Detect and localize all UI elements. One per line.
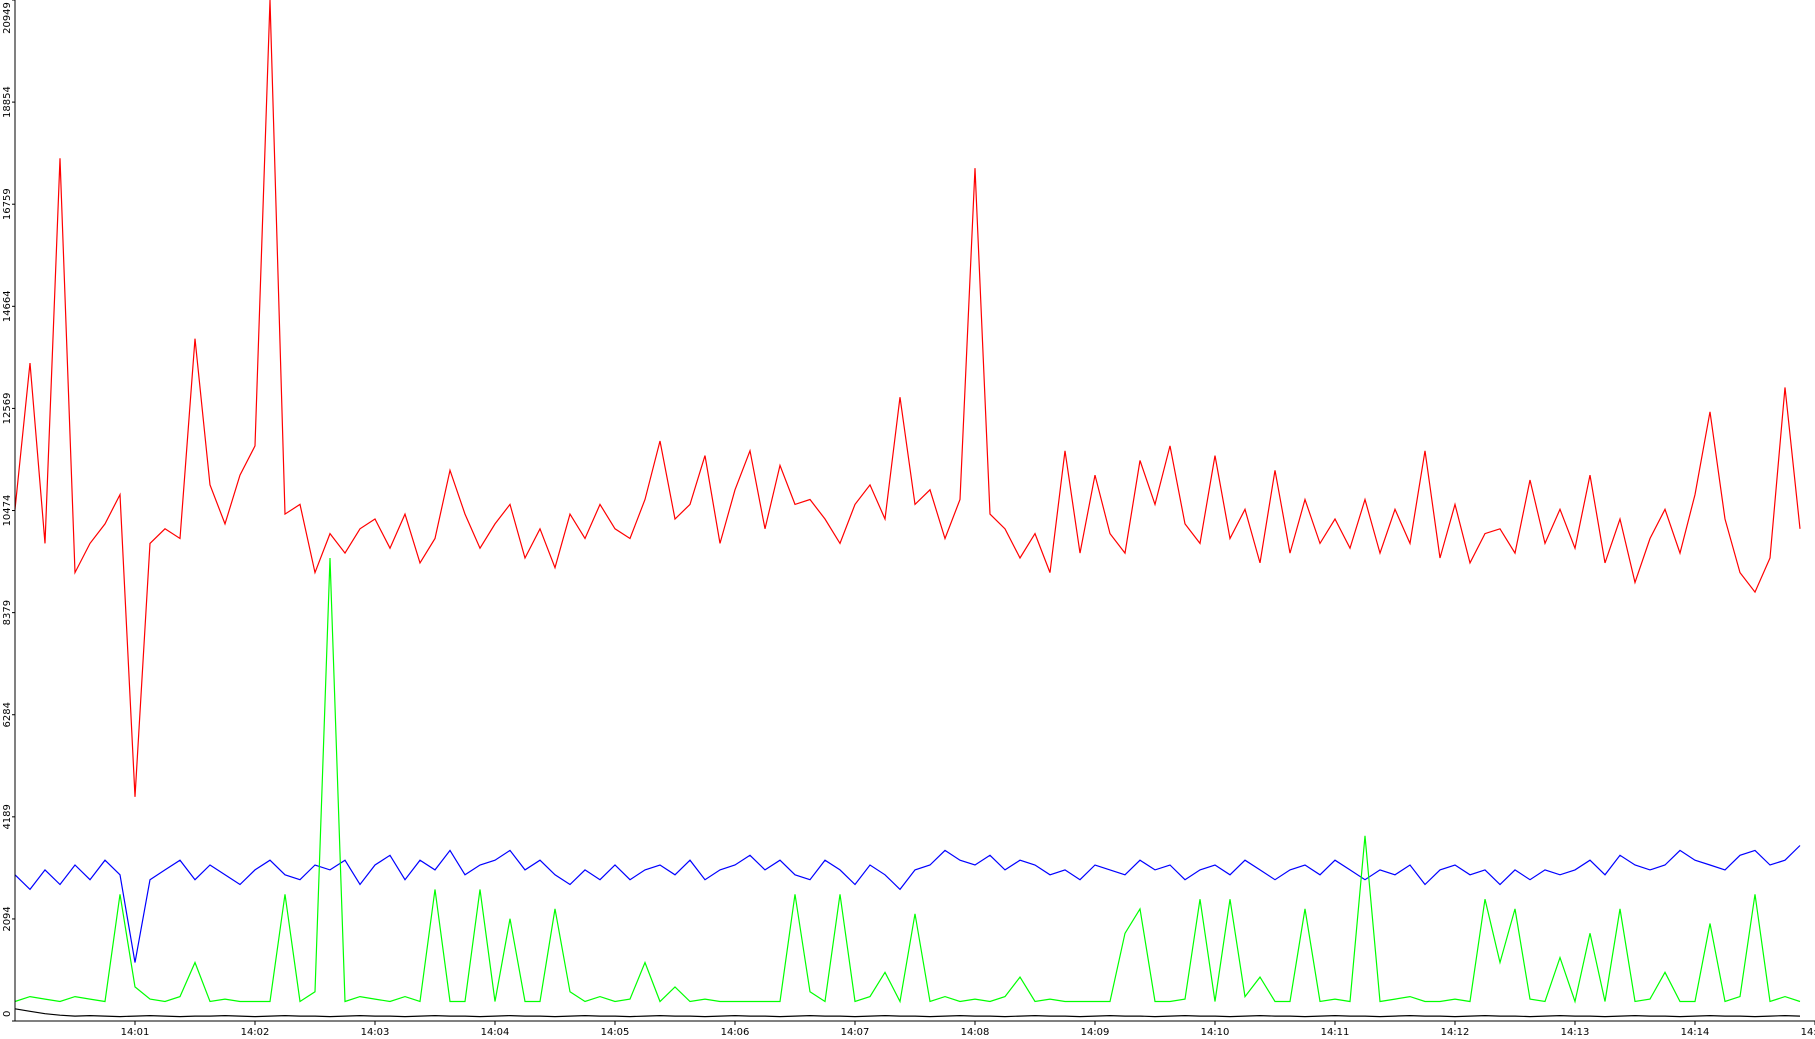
x-tick-label: 14:06	[721, 1027, 750, 1038]
y-tick-label: 18854	[2, 86, 13, 118]
x-tick-label: 14:10	[1201, 1027, 1230, 1038]
y-tick-label: 16759	[2, 188, 13, 220]
y-tick-label: 4189	[2, 804, 13, 829]
x-tick-label: 14:14	[1681, 1027, 1710, 1038]
series-line	[14, 557, 1801, 1004]
x-tick-label: 14:13	[1561, 1027, 1590, 1038]
x-tick-label: 14:03	[361, 1027, 390, 1038]
x-tick-label: 14:02	[241, 1027, 270, 1038]
x-tick-label: 14:12	[1441, 1027, 1470, 1038]
y-tick-label: 20949	[2, 2, 13, 34]
series-line	[14, 0, 1801, 797]
x-tick-label: 14:08	[961, 1027, 990, 1038]
y-tick-label: 14664	[2, 290, 13, 322]
x-tick-label: 14:04	[481, 1027, 510, 1038]
y-tick-label: 2094	[2, 906, 13, 931]
y-tick-label: 8379	[2, 600, 13, 625]
series-line	[14, 845, 1801, 963]
x-tick-label: 14:01	[121, 1027, 150, 1038]
y-tick-label: 6284	[2, 702, 13, 727]
y-tick-label: 10474	[2, 495, 13, 527]
series-line	[14, 1008, 1801, 1018]
y-tick-label: 12569	[2, 393, 13, 425]
x-tick-label: 14:15	[1801, 1027, 1815, 1038]
x-tick-label: 14:11	[1321, 1027, 1350, 1038]
x-tick-label: 14:05	[601, 1027, 630, 1038]
x-tick-label: 14:09	[1081, 1027, 1110, 1038]
y-tick-label: 0	[2, 1011, 13, 1017]
x-tick-label: 14:07	[841, 1027, 870, 1038]
